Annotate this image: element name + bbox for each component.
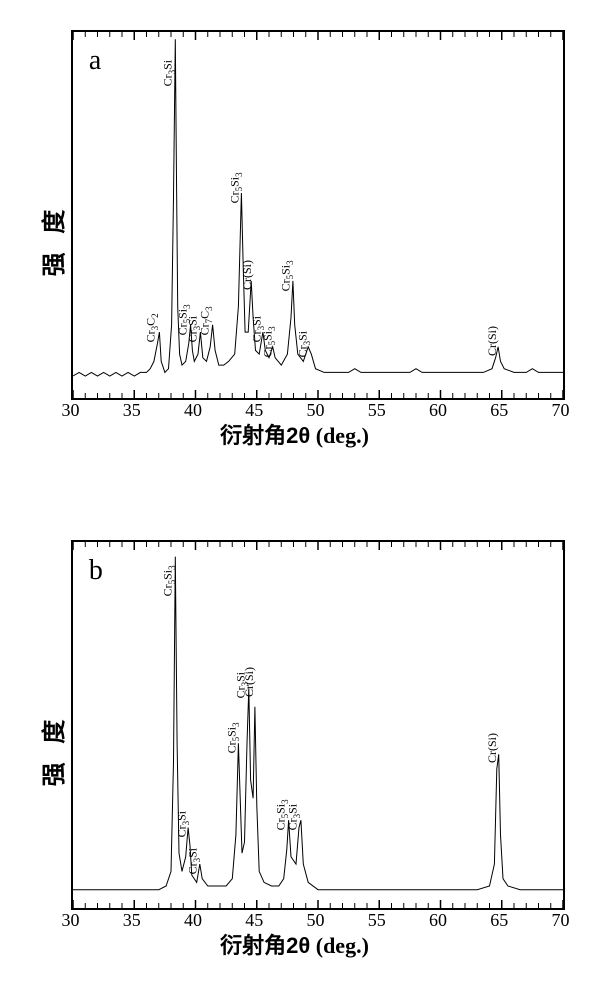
x-tick-label: 55 [368,400,386,421]
peak-label: Cr3Si [174,811,190,838]
x-axis-label-cn: 衍射角2θ [220,933,310,958]
x-tick-label: 70 [552,400,570,421]
x-tick-label: 30 [62,400,80,421]
x-tick-label: 60 [429,910,447,931]
chart-panel-b: 强 度 衍射角2θ (deg.) 30 35 40 45 50 55 60 65 70 b Cr5S… [15,530,575,970]
x-axis-label-unit: (deg.) [316,933,369,958]
peak-label: Cr5Si3 [225,723,241,754]
peak-label: Cr7C3 [198,306,214,335]
x-tick-label: 50 [307,910,325,931]
x-tick-label: 45 [245,400,263,421]
plot-area-b [71,540,565,910]
panel-letter: a [89,45,101,77]
peak-label: Cr3Si [286,804,302,831]
x-axis-label-unit: (deg.) [316,423,369,448]
x-tick-label: 70 [552,910,570,931]
x-tick-label: 55 [368,910,386,931]
x-axis-label: 衍射角2θ (deg.) [220,928,369,960]
x-axis-label: 衍射角2θ (deg.) [220,418,369,450]
peak-label: Cr(Si) [242,667,257,697]
peak-label: Cr3Si [161,60,177,87]
panel-letter: b [89,555,103,587]
peak-label: Cr3Si [186,848,202,875]
x-tick-label: 65 [490,910,508,931]
y-axis-label: 强 度 [33,714,68,787]
peak-label: Cr3C2 [144,313,160,342]
x-tick-label: 30 [62,910,80,931]
peak-label: Cr(Si) [485,326,500,356]
peak-label: Cr5Si3 [161,565,177,596]
peak-label: Cr3Si [296,331,312,358]
peak-label: Cr5Si3 [279,260,295,291]
x-tick-label: 35 [123,910,141,931]
peak-label: Cr(Si) [485,733,500,763]
x-tick-label: 60 [429,400,447,421]
y-axis-label: 强 度 [33,204,68,277]
x-tick-label: 65 [490,400,508,421]
x-axis-label-cn: 衍射角2θ [220,423,310,448]
x-tick-label: 50 [307,400,325,421]
peak-label: Cr5Si3 [227,172,243,203]
chart-panel-a: 强 度 衍射角2θ (deg.) 30 35 40 45 50 55 60 65 70 a Cr3C… [15,20,575,460]
peak-label: Cr5Si3 [260,326,276,357]
x-tick-label: 40 [184,910,202,931]
page: 强 度 衍射角2θ (deg.) 30 35 40 45 50 55 60 65 70 a Cr3C… [0,0,589,1000]
peak-label: Cr(Si) [240,260,255,290]
x-tick-label: 45 [245,910,263,931]
plot-svg-b [73,542,563,908]
x-tick-label: 35 [123,400,141,421]
x-tick-label: 40 [184,400,202,421]
